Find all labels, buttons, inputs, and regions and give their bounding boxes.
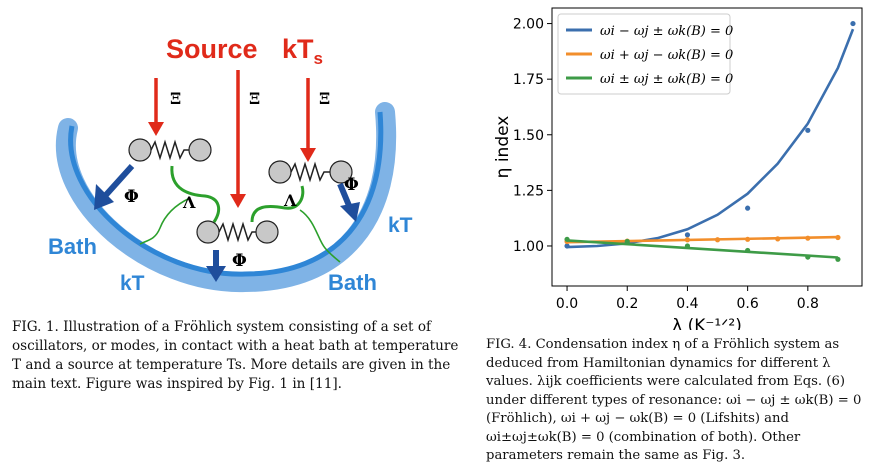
- kt-label-right: kT: [388, 214, 413, 237]
- bath-label-right: Bath: [328, 270, 377, 295]
- x-axis-label: λ (K⁻¹ᐟ²): [672, 316, 742, 330]
- xi-label-2: Ξ: [249, 89, 260, 108]
- oscillator-right: [268, 160, 353, 184]
- lambda-label-2: Λ: [283, 191, 297, 210]
- kt-label-left: kT: [120, 272, 145, 295]
- oscillator-center: [196, 220, 279, 244]
- frohlich-illustration: Source kTs Ξ Ξ Ξ Λ Λ: [48, 34, 413, 295]
- data-point: [745, 236, 751, 242]
- data-point: [684, 232, 691, 238]
- data-point: [745, 205, 751, 211]
- series-line-3: [566, 239, 838, 259]
- y-axis-label: η index: [493, 116, 513, 179]
- legend-label-1: ωi − ωj ± ωk(B) = 0: [600, 24, 733, 39]
- x-tick-label: 0.4: [676, 296, 698, 312]
- x-tick-label: 0.8: [797, 296, 819, 312]
- data-point: [835, 234, 841, 241]
- legend-label-2: ωi + ωj − ωk(B) = 0: [600, 48, 733, 63]
- data-point: [745, 247, 751, 254]
- data-point: [835, 256, 841, 262]
- data-point: [850, 20, 856, 27]
- data-point: [805, 127, 811, 133]
- data-point: [564, 236, 570, 242]
- xi-label-3: Ξ: [319, 89, 330, 108]
- xi-label-1: Ξ: [170, 89, 181, 108]
- data-point: [775, 236, 781, 242]
- bath-label-left: Bath: [48, 234, 97, 259]
- phi-label-1: Φ: [124, 187, 139, 207]
- bath-bowl: [56, 102, 397, 293]
- figure-1-caption-text: Illustration of a Fröhlich system consis…: [12, 319, 459, 392]
- phi-label-3: Φ: [344, 175, 359, 195]
- data-point: [564, 243, 570, 249]
- figure-4-caption-text: Condensation index η of a Fröhlich syste…: [486, 337, 862, 463]
- figure-4-number: FIG. 4.: [486, 337, 532, 352]
- legend-box: [557, 13, 731, 95]
- y-tick-label: 1.50: [513, 128, 544, 144]
- data-point: [714, 237, 721, 243]
- data-point: [805, 254, 811, 260]
- source-temperature: kTs: [282, 34, 323, 68]
- source-label: Source: [166, 34, 258, 64]
- x-tick-label: 0.0: [556, 296, 578, 312]
- legend-label-3: ωi ± ωj ± ωk(B) = 0: [600, 72, 733, 87]
- y-tick-label: 2.00: [513, 17, 544, 33]
- plot-frame: [551, 7, 863, 287]
- x-tick-label: 0.6: [736, 296, 758, 312]
- phi-label-2: Φ: [232, 251, 247, 271]
- series-line-2: [566, 235, 838, 244]
- oscillator-left: [128, 138, 212, 162]
- data-point: [805, 235, 811, 241]
- condensation-index-chart: 0.0 0.2 0.4 0.6 0.8 1.00 1.25 1.50 1.75 2.00 λ (K⁻…: [493, 7, 863, 330]
- lambda-label-1: Λ: [182, 193, 196, 212]
- figure-4-caption: FIG. 4. Condensation index η of a Fröhli…: [486, 336, 870, 466]
- figure-1-caption: FIG. 1. Illustration of a Fröhlich syste…: [12, 318, 462, 394]
- data-point: [684, 243, 691, 249]
- coupling-curves: [139, 165, 341, 263]
- figure-1-number: FIG. 1.: [12, 319, 59, 335]
- y-tick-label: 1.75: [513, 72, 544, 88]
- source-arrows: [154, 70, 310, 196]
- y-tick-label: 1.25: [513, 183, 544, 199]
- x-tick-label: 0.2: [616, 296, 638, 312]
- data-point: [624, 238, 630, 245]
- y-tick-label: 1.00: [513, 239, 544, 255]
- data-point: [684, 237, 691, 243]
